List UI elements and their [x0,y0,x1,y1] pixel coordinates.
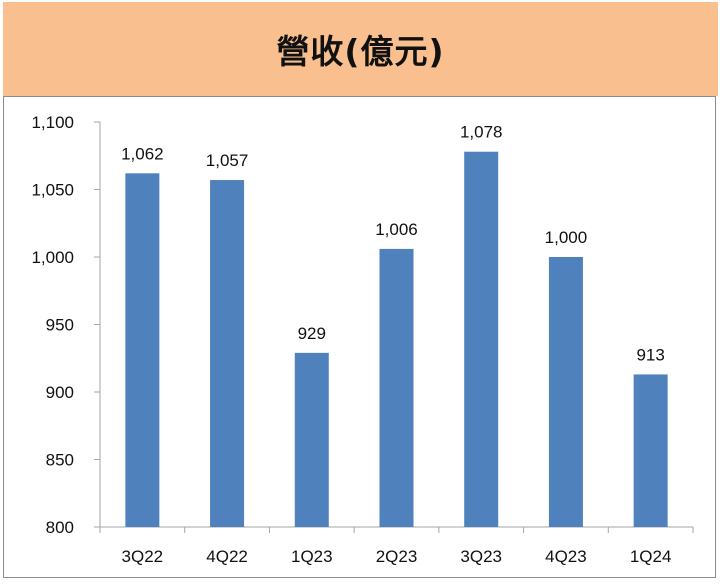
bar [294,352,329,527]
chart-title-banner: 營收(億元) [3,2,718,96]
y-tick-label: 1,000 [31,248,74,267]
y-tick-label: 1,050 [31,181,74,200]
bar [548,257,583,527]
y-axis: 800 850 900 950 1,000 1,050 1,100 [31,113,101,537]
y-tick-label: 850 [46,451,74,470]
y-tick-label: 950 [46,316,74,335]
x-tick-label: 1Q24 [630,547,672,566]
x-tick-label: 3Q22 [122,547,164,566]
bar [125,173,160,528]
bar [464,151,499,527]
x-tick-label: 4Q22 [206,547,248,566]
bar [633,374,668,527]
data-label: 1,057 [206,151,249,170]
x-tick-label: 4Q23 [545,547,587,566]
x-tick-label: 1Q23 [291,547,333,566]
x-axis: 3Q22 4Q22 1Q23 2Q23 3Q23 4Q23 1Q24 [99,526,694,566]
data-label: 929 [298,324,326,343]
data-label: 1,078 [460,123,503,142]
bar [210,180,245,528]
y-tick-label: 1,100 [31,113,74,132]
x-tick-label: 2Q23 [376,547,418,566]
bar [379,248,414,527]
data-label: 1,062 [121,144,164,163]
chart-frame [3,96,716,578]
data-label: 1,006 [375,220,418,239]
data-label: 913 [636,345,664,364]
bar-series: 1,062 1,057 929 1,006 1,078 1,000 913 [121,123,668,528]
y-tick-label: 800 [46,518,74,537]
x-tick-label: 3Q23 [460,547,502,566]
y-tick-label: 900 [46,383,74,402]
data-label: 1,000 [545,228,588,247]
chart-title: 營收(億元) [276,32,445,71]
